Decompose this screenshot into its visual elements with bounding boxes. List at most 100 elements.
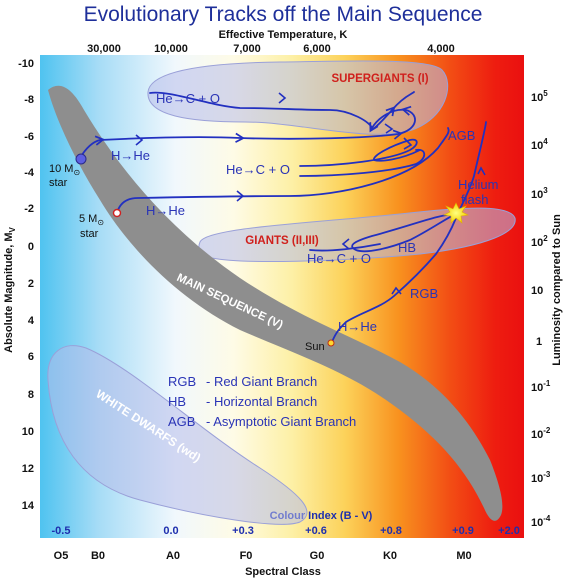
legend-rgb-abbr: RGB: [168, 374, 196, 389]
top-axis-ticks: 30,000 10,000 7,000 6,000 4,000: [87, 43, 455, 55]
track-5msun: [116, 127, 450, 214]
right-tick: 10: [531, 285, 543, 297]
track-sun-hb: [351, 213, 457, 253]
spectral-tick-b0: B0: [91, 550, 105, 562]
ten-msun-h-he-label: H→He: [111, 148, 150, 163]
arrow-icon: [403, 137, 413, 150]
giant-he-c-o-label-lower: He→C + O: [307, 251, 371, 266]
right-axis-label: Luminosity compared to Sun: [551, 214, 563, 366]
five-msun-star-word: star: [80, 228, 99, 240]
ten-msun-star-word: star: [49, 177, 68, 189]
supergiants-label: SUPERGIANTS (I): [331, 73, 428, 85]
track-sun: [331, 121, 487, 343]
right-tick: 1: [536, 336, 542, 348]
diagram-title: Evolutionary Tracks off the Main Sequenc…: [84, 3, 483, 26]
left-tick: 2: [28, 278, 34, 290]
spectral-tick-a0: A0: [166, 550, 180, 562]
helium-flash-icon: [443, 202, 469, 224]
colour-index-ticks: -0.5 0.0 +0.3 +0.6 +0.8 +0.9 +2.0: [52, 525, 520, 537]
left-tick: 6: [28, 351, 34, 363]
ci-tick: +2.0: [498, 525, 520, 537]
top-tick-4000: 4,000: [427, 43, 455, 55]
sun-marker: [327, 339, 335, 347]
right-tick: 10-2: [531, 426, 551, 441]
ci-tick: -0.5: [52, 525, 71, 537]
bottom-axis-label: Spectral Class: [245, 566, 321, 578]
spectral-tick-o5: O5: [54, 550, 69, 562]
top-axis-label: Effective Temperature, K: [219, 29, 348, 41]
hb-label: HB: [398, 240, 416, 255]
left-axis-label: Absolute Magnitude, MV: [3, 226, 17, 352]
legend-rgb-desc: - Red Giant Branch: [206, 374, 317, 389]
top-tick-7000: 7,000: [233, 43, 261, 55]
giants-region: [198, 207, 516, 262]
arrow-icon: [236, 190, 245, 202]
arrow-icon: [278, 92, 287, 104]
track-sun-hb-b: [309, 243, 381, 252]
spectral-tick-f0: F0: [240, 550, 253, 562]
five-msun-star-marker: [112, 208, 122, 218]
spectral-tick-g0: G0: [310, 550, 325, 562]
left-axis-ticks: -10 -8 -6 -4 -2 0 2 4 6 8 10 12 14: [18, 58, 35, 512]
left-tick: 0: [28, 241, 34, 253]
arrow-icon: [384, 123, 394, 134]
sun-h-he-label: H→He: [338, 319, 377, 334]
arrow-icon: [135, 134, 144, 146]
legend-hb-desc: - Horizontal Branch: [206, 394, 317, 409]
ci-tick: +0.9: [452, 525, 474, 537]
ci-tick: +0.8: [380, 525, 402, 537]
arrow-icon: [391, 286, 402, 295]
arrow-icon: [477, 166, 486, 176]
ci-tick: +0.3: [232, 525, 254, 537]
helium-flash-label-2: flash: [461, 192, 488, 207]
white-dwarfs-region: [47, 345, 308, 525]
right-tick: 10-1: [531, 379, 551, 394]
right-axis-ticks: 105 104 103 102 10 1 10-1 10-2 10-3 10-4: [531, 89, 551, 529]
giant-he-c-o-label-upper: He→C + O: [226, 162, 290, 177]
left-tick: 8: [28, 389, 34, 401]
five-msun-label: 5 M⊙: [79, 213, 104, 227]
left-tick: 10: [22, 426, 34, 438]
top-tick-10000: 10,000: [154, 43, 188, 55]
track-5msun-loop-b: [299, 148, 426, 177]
track-10msun: [79, 91, 416, 159]
spectral-tick-m0: M0: [456, 550, 471, 562]
right-tick: 105: [531, 89, 548, 104]
track-5msun-loop: [299, 138, 421, 167]
bottom-axis-ticks: O5 B0 A0 F0 G0 K0 M0: [54, 550, 472, 562]
right-tick: 10-3: [531, 470, 551, 485]
supergiant-he-c-o-label: He→C + O: [156, 91, 220, 106]
evolutionary-tracks: [79, 91, 487, 343]
legend-hb-abbr: HB: [168, 394, 186, 409]
five-msun-h-he-label: H→He: [146, 203, 185, 218]
spectral-tick-k0: K0: [383, 550, 397, 562]
left-axis-label-sub: V: [8, 226, 17, 232]
track-10msun-loop-b: [149, 91, 373, 129]
rgb-label: RGB: [410, 286, 438, 301]
left-tick: -2: [24, 203, 34, 215]
right-tick: 10-4: [531, 514, 551, 529]
legend-agb-desc: - Asymptotic Giant Branch: [206, 414, 356, 429]
left-tick: -4: [24, 167, 35, 179]
legend: RGB - Red Giant Branch HB - Horizontal B…: [168, 374, 356, 429]
left-tick: 4: [28, 315, 35, 327]
sun-label: Sun: [305, 341, 325, 353]
track-arrowheads: [135, 92, 486, 295]
main-sequence-band: [48, 85, 503, 521]
helium-flash-label-1: Helium: [458, 177, 498, 192]
agb-label: AGB: [448, 128, 475, 143]
right-tick: 103: [531, 186, 548, 201]
left-tick: -10: [18, 58, 34, 70]
legend-agb-abbr: AGB: [168, 414, 195, 429]
ten-msun-star-marker: [75, 153, 87, 165]
left-axis-label-main: Absolute Magnitude, M: [3, 232, 15, 352]
left-tick: 14: [22, 500, 35, 512]
left-tick: 12: [22, 463, 34, 475]
giants-label: GIANTS (II,III): [245, 235, 319, 247]
ci-tick: 0.0: [163, 525, 178, 537]
left-tick: -8: [24, 94, 34, 106]
top-tick-30000: 30,000: [87, 43, 121, 55]
ci-tick: +0.6: [305, 525, 327, 537]
right-tick: 102: [531, 234, 548, 249]
